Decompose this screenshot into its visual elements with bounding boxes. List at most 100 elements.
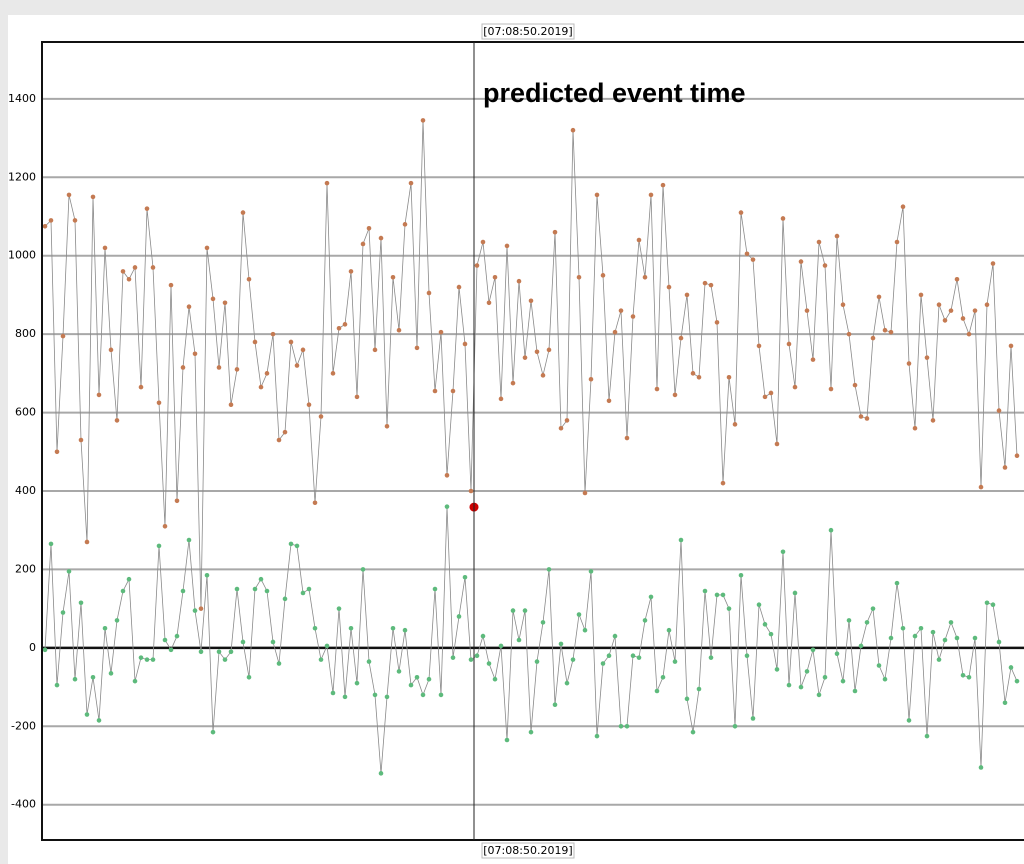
data-point: [606, 398, 612, 404]
data-point: [90, 674, 96, 680]
data-point: [774, 441, 780, 447]
panel: [8, 15, 1024, 864]
data-point: [60, 333, 66, 339]
grid-layer: [42, 97, 1024, 806]
data-point: [600, 661, 606, 666]
data-point: [438, 692, 444, 698]
data-point: [108, 671, 114, 676]
data-point: [210, 729, 216, 735]
data-point: [276, 437, 282, 443]
data-point: [846, 331, 852, 337]
data-point: [324, 180, 330, 186]
data-point: [270, 331, 276, 337]
data-point: [792, 384, 798, 390]
data-point: [210, 296, 216, 302]
data-point: [240, 210, 246, 215]
data-point: [720, 480, 726, 486]
data-point: [786, 341, 792, 347]
data-point: [264, 588, 270, 594]
data-point: [216, 365, 222, 370]
data-point: [504, 737, 510, 743]
data-point: [342, 694, 348, 700]
data-point: [546, 567, 552, 572]
data-point: [192, 608, 198, 613]
data-point: [366, 225, 372, 231]
data-point: [48, 541, 54, 547]
data-point: [576, 612, 582, 617]
data-point: [312, 500, 318, 506]
data-point: [966, 674, 972, 680]
data-point: [492, 676, 498, 682]
data-point: [432, 388, 438, 394]
data-point: [864, 416, 870, 421]
data-point: [618, 723, 624, 729]
data-point: [882, 676, 888, 682]
data-point: [990, 261, 996, 266]
data-point: [378, 235, 384, 241]
data-point: [462, 574, 468, 580]
data-point: [234, 586, 240, 592]
data-point: [852, 382, 858, 388]
data-point: [294, 363, 300, 368]
data-point: [954, 276, 960, 282]
data-point: [402, 627, 408, 633]
data-point: [414, 674, 420, 680]
data-point: [654, 386, 660, 392]
data-point: [582, 627, 588, 633]
data-point: [960, 316, 966, 321]
data-point: [816, 692, 822, 698]
data-point: [894, 580, 900, 586]
data-point: [246, 276, 252, 282]
data-point: [900, 204, 906, 209]
data-point: [798, 684, 804, 690]
data-point: [588, 376, 594, 382]
data-point: [534, 659, 540, 664]
cursor-label-top: [07:08:50.2019]: [483, 25, 572, 38]
data-point: [336, 325, 342, 331]
data-point: [192, 351, 198, 357]
data-point: [408, 180, 414, 186]
data-point: [288, 339, 294, 345]
data-point: [126, 576, 132, 582]
data-point: [270, 639, 276, 645]
data-point: [750, 716, 756, 721]
data-point: [498, 396, 504, 402]
data-point: [150, 265, 156, 270]
cursor-label-box: [481, 842, 575, 859]
data-point: [1002, 465, 1008, 470]
data-point: [222, 657, 228, 662]
data-point: [300, 347, 306, 353]
data-point: [120, 269, 126, 274]
data-point: [840, 302, 846, 308]
data-point: [480, 633, 486, 639]
data-point: [462, 341, 468, 347]
data-point: [426, 676, 432, 682]
data-point: [714, 592, 720, 598]
data-point: [852, 688, 858, 694]
data-point: [258, 384, 264, 390]
data-point: [840, 678, 846, 684]
data-point: [510, 380, 516, 386]
data-point: [66, 569, 72, 574]
data-point: [486, 661, 492, 666]
data-point: [282, 596, 288, 602]
data-point: [252, 586, 258, 592]
data-point: [54, 449, 60, 455]
data-point: [54, 682, 60, 688]
data-point: [702, 280, 708, 286]
data-point: [696, 374, 702, 380]
data-point: [1014, 453, 1020, 459]
data-point: [732, 723, 738, 729]
data-point: [144, 206, 150, 211]
marks-layer: [42, 118, 1020, 776]
data-point: [738, 573, 744, 578]
data-point: [678, 537, 684, 543]
data-point: [156, 543, 162, 549]
data-point: [288, 541, 294, 547]
data-point: [372, 347, 378, 353]
data-point: [594, 192, 600, 198]
data-point: [864, 620, 870, 625]
data-point: [228, 649, 234, 655]
data-point: [936, 302, 942, 308]
data-point: [390, 274, 396, 280]
